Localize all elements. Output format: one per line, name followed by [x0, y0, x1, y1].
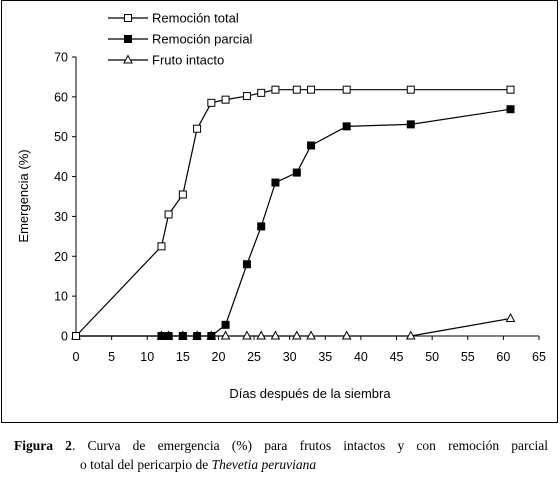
x-tick-label: 45: [390, 350, 404, 364]
legend-item: Fruto intacto: [108, 53, 224, 68]
data-point: [505, 312, 516, 322]
y-axis-label: Emergencia (%): [16, 149, 31, 242]
data-point: [271, 85, 280, 94]
data-point: [291, 330, 302, 340]
x-tick-label: 15: [176, 350, 190, 364]
series-fruto-intacto: [71, 312, 516, 340]
caption-label: Figura 2: [14, 438, 72, 453]
data-point: [342, 122, 351, 131]
x-tick-label: 55: [461, 350, 475, 364]
x-tick-label: 10: [140, 350, 154, 364]
data-point: [270, 330, 281, 340]
x-tick-label: 5: [108, 350, 115, 364]
caption-text-line2: o total del pericarpio de: [80, 457, 212, 472]
data-point: [124, 35, 132, 43]
x-tick-label: 0: [73, 350, 80, 364]
caption-species: Thevetia peruviana: [211, 457, 317, 472]
figure-caption: Figura 2. Curva de emergencia (%) para f…: [14, 436, 548, 474]
x-tick-label: 30: [283, 350, 297, 364]
figure-frame: [1, 0, 558, 423]
caption-text-line1: . Curva de emergencia (%) para frutos in…: [71, 438, 548, 453]
data-point: [207, 98, 216, 107]
y-tick-label: 50: [54, 130, 68, 144]
x-tick-label: 35: [318, 350, 332, 364]
data-point: [221, 95, 230, 104]
data-point: [221, 320, 230, 329]
data-point: [257, 88, 266, 97]
legend-label: Fruto intacto: [152, 53, 224, 68]
data-point: [256, 330, 267, 340]
data-point: [72, 332, 80, 340]
data-point: [123, 54, 133, 64]
data-point: [406, 120, 415, 129]
data-point: [242, 330, 252, 340]
series-remoción-parcial: [72, 105, 515, 340]
y-tick-label: 70: [54, 51, 68, 65]
data-point: [207, 332, 216, 340]
data-point: [157, 242, 166, 251]
y-tick-label: 0: [61, 330, 68, 344]
data-point: [406, 85, 415, 94]
x-tick-label: 60: [496, 350, 510, 364]
series-line: [76, 108, 511, 337]
series-layer: [71, 85, 516, 340]
data-point: [242, 92, 251, 101]
x-tick-label: 40: [354, 350, 368, 364]
legend-item: Remoción total: [108, 11, 239, 26]
series-line: [75, 89, 511, 337]
data-point: [506, 85, 515, 94]
data-point: [164, 210, 173, 219]
data-point: [164, 332, 173, 340]
y-tick-label: 10: [54, 290, 68, 304]
data-point: [292, 168, 301, 177]
data-point: [506, 105, 515, 114]
chart-legend: Remoción total Remoción parcial Fruto inta…: [108, 11, 253, 68]
data-point: [242, 260, 251, 269]
x-axis-label: Días después de la siembra: [229, 386, 391, 401]
data-point: [178, 190, 187, 199]
chart-axes: 0 10 20 30 40 50 60 70 0 5 10 15 20 25 30 35 40 45 50 55 60 6…: [54, 51, 546, 365]
legend-label: Remoción parcial: [152, 32, 253, 47]
x-tick-label: 65: [532, 350, 546, 364]
series-remoción-total: [72, 85, 515, 340]
legend-item: Remoción parcial: [108, 32, 253, 47]
y-tick-label: 30: [54, 210, 68, 224]
data-point: [124, 14, 132, 22]
y-tick-label: 40: [54, 170, 68, 184]
data-point: [193, 332, 202, 340]
data-point: [307, 141, 316, 150]
legend-label: Remoción total: [152, 11, 239, 26]
x-tick-label: 25: [247, 350, 261, 364]
data-point: [178, 332, 187, 340]
emergence-chart: 0 10 20 30 40 50 60 70 0 5 10 15 20 25 30 35 40 45 50 55 60 6…: [16, 11, 546, 402]
data-point: [307, 85, 316, 94]
y-tick-label: 20: [54, 250, 68, 264]
data-point: [193, 124, 202, 133]
y-tick-label: 60: [54, 90, 68, 104]
data-point: [220, 330, 231, 340]
data-point: [271, 178, 280, 187]
data-point: [257, 222, 266, 231]
x-tick-label: 20: [212, 350, 226, 364]
series-line: [76, 317, 511, 337]
data-point: [306, 330, 316, 340]
caption-line2: o total del pericarpio de Thevetia peruv…: [14, 455, 548, 474]
data-point: [342, 85, 351, 94]
x-tick-label: 50: [425, 350, 439, 364]
data-point: [292, 85, 301, 94]
data-point: [405, 330, 416, 340]
data-point: [341, 330, 352, 340]
